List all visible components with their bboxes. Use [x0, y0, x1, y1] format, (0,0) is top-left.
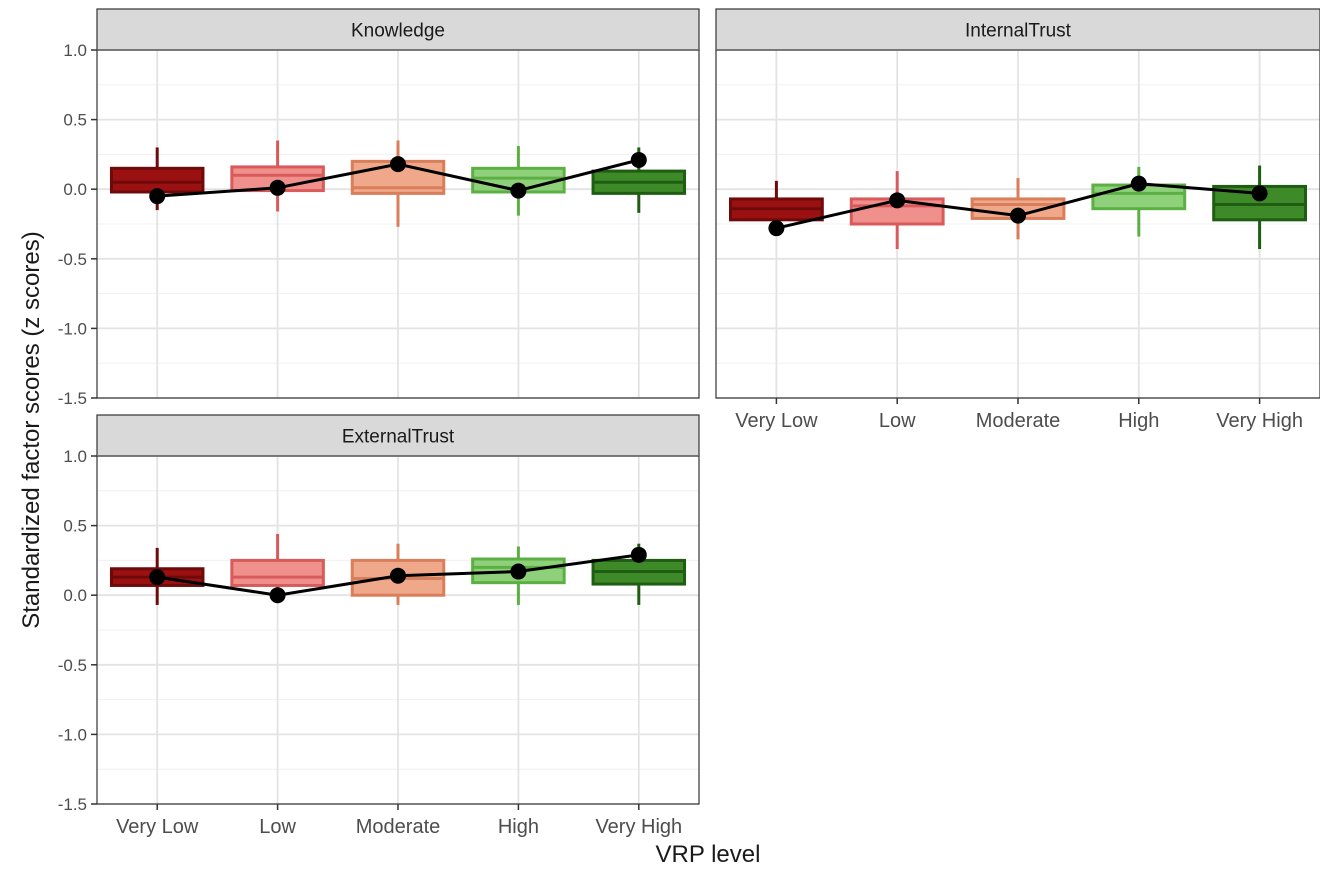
mean-point [630, 151, 647, 168]
x-tick-label: Moderate [356, 816, 441, 838]
mean-point [149, 188, 166, 205]
facet-strip [96, 414, 700, 457]
x-tick-label: High [498, 816, 539, 838]
facet-panel-externaltrust: ExternalTrust 1.0 0.5 0.0 -0.5 -1.0 -1.5 Very L… [58, 414, 700, 838]
y-tick-label: 0.5 [63, 111, 87, 130]
x-tick-label: Low [879, 410, 916, 432]
mean-point [1251, 185, 1268, 202]
y-tick-label: -1.0 [58, 725, 87, 744]
mean-point [390, 156, 406, 173]
mean-point [510, 563, 527, 580]
mean-point [149, 569, 166, 586]
x-axis-title: VRP level [656, 841, 761, 868]
y-tick-label: -1.5 [58, 389, 87, 408]
y-tick-label: 0.0 [63, 586, 87, 605]
x-tick-label: Moderate [976, 410, 1061, 432]
box-very-high [591, 147, 687, 213]
mean-point [510, 182, 527, 199]
facet-strip [715, 8, 1320, 51]
x-tick-label: Very Low [735, 410, 818, 432]
y-tick-label: 1.0 [63, 41, 87, 60]
mean-point [269, 179, 286, 196]
y-tick-label: 0.0 [63, 180, 87, 199]
facet-strip [96, 8, 700, 51]
x-tick-label: Very High [1216, 410, 1303, 432]
y-tick-label: 1.0 [63, 447, 87, 466]
x-tick-label: Very Low [116, 816, 199, 838]
y-tick-label: -1.0 [58, 319, 87, 338]
facet-panel-knowledge: Knowledge 1.0 0.5 0.0 -0.5 -1.0 -1.5 [58, 8, 700, 408]
x-tick-label: Very High [595, 816, 682, 838]
x-tick-label: Low [259, 816, 296, 838]
y-tick-label: -0.5 [58, 250, 87, 269]
panel-border [96, 49, 700, 399]
facet-title: Knowledge [351, 21, 445, 42]
facet-title: ExternalTrust [342, 427, 455, 448]
y-tick-label: 0.5 [63, 517, 87, 536]
mean-point [768, 220, 785, 237]
y-tick-label: -0.5 [58, 656, 87, 675]
mean-point [630, 546, 647, 563]
mean-point [1010, 207, 1026, 224]
mean-point [390, 567, 406, 584]
y-tick-label: -1.5 [58, 795, 87, 814]
x-tick-label: High [1118, 410, 1159, 432]
mean-point [269, 587, 286, 604]
iqr-box [230, 558, 325, 587]
facet-title: InternalTrust [965, 21, 1072, 42]
mean-point [889, 192, 906, 209]
facet-panel-internaltrust: InternalTrust Very Low Low Moderate High Very… [715, 8, 1320, 432]
box-low [230, 533, 325, 596]
y-axis-title: Standardized factor scores (z scores) [18, 231, 45, 629]
mean-point [1130, 175, 1147, 192]
